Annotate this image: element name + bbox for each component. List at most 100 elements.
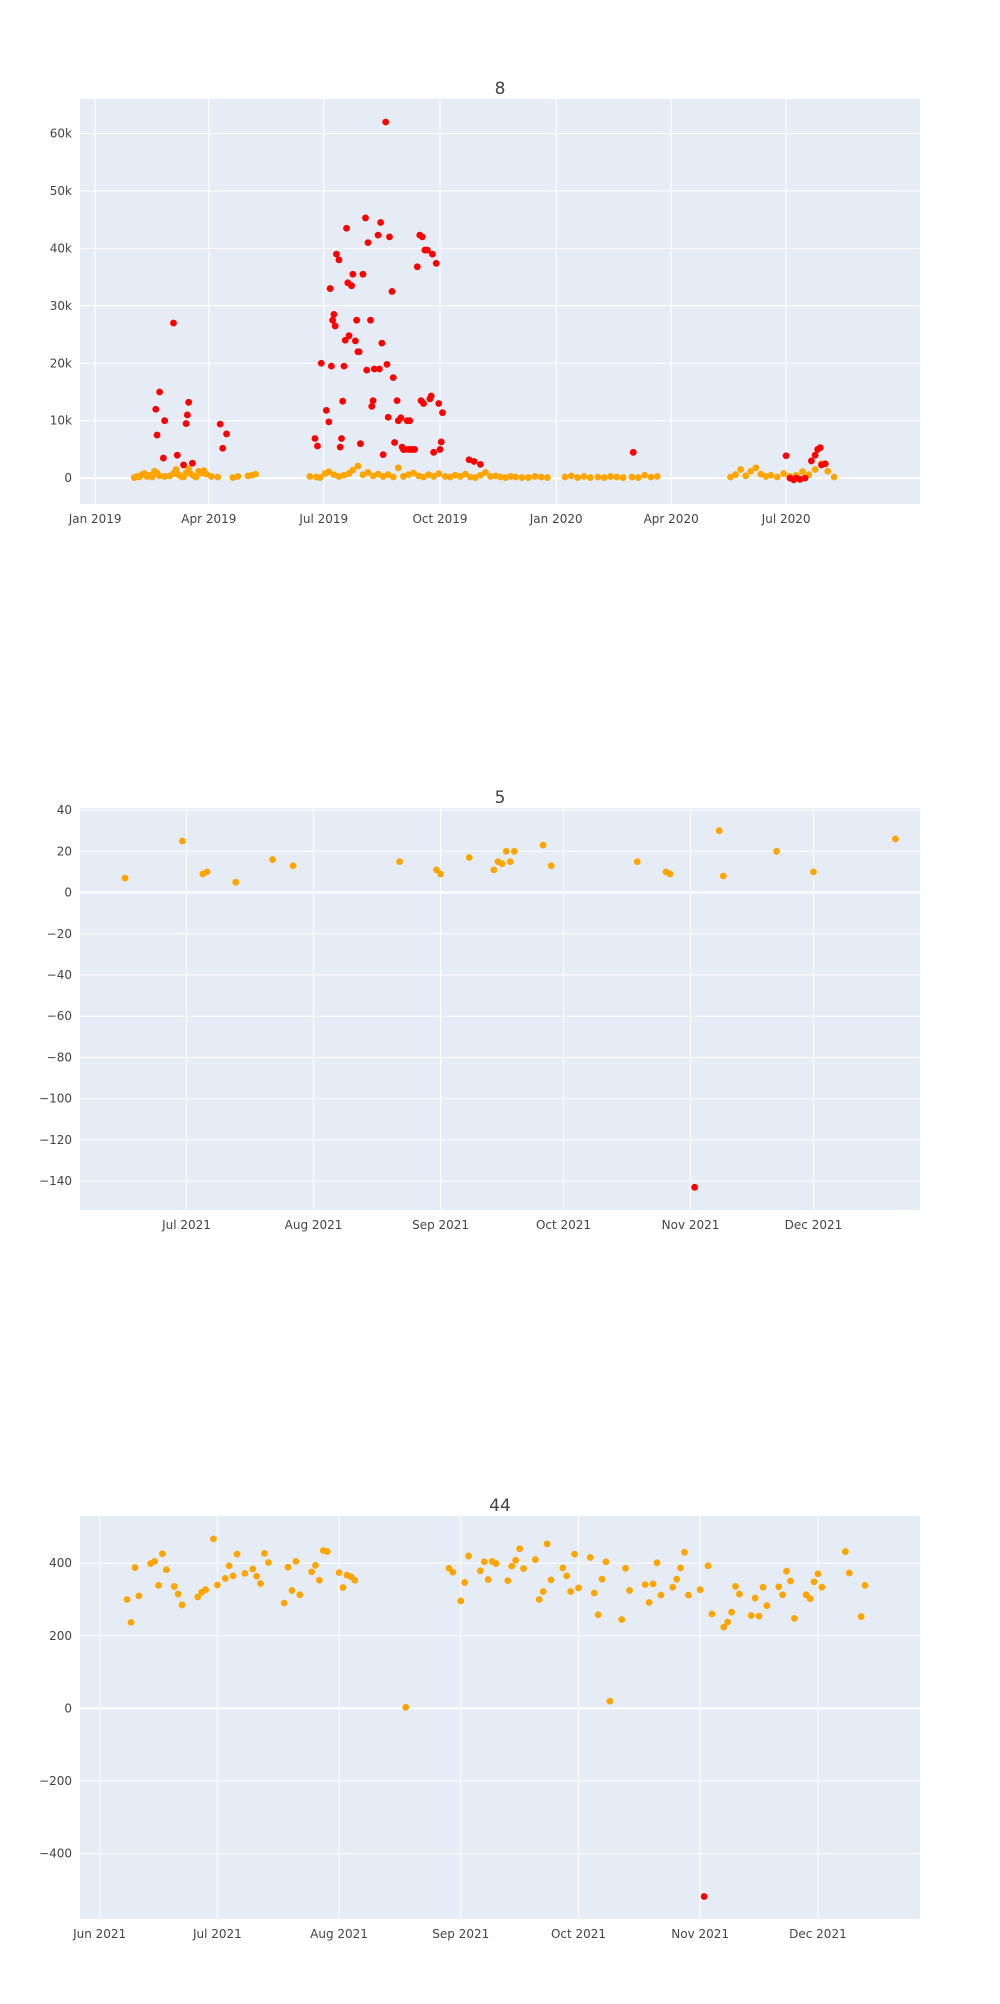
data-point [364, 239, 372, 247]
data-point [561, 473, 569, 481]
data-point [131, 1564, 139, 1571]
data-point [312, 1561, 319, 1569]
data-point [192, 473, 200, 481]
data-point [323, 1548, 331, 1555]
data-point [216, 420, 224, 428]
data-point [280, 1599, 288, 1607]
data-point [325, 418, 333, 426]
data-point [767, 471, 775, 479]
data-point [673, 1575, 681, 1583]
data-point [363, 366, 371, 374]
data-point [747, 1612, 755, 1619]
data-point [343, 224, 350, 232]
data-point [135, 1592, 143, 1600]
y-tick-label: 40 [57, 803, 72, 817]
data-point [535, 1596, 543, 1603]
x-tick-label: Oct 2019 [412, 512, 467, 526]
data-point [531, 473, 539, 480]
x-tick-label: Aug 2021 [310, 1927, 368, 1941]
data-point [810, 868, 817, 876]
data-point [311, 435, 319, 442]
data-point [691, 1183, 699, 1191]
chart-0: 0 10k 20k 30k 40k 50k 60k Jan 2019 Apr 2019 Jul 2… [50, 79, 920, 526]
data-point [724, 1618, 732, 1626]
y-tick-label: −400 [39, 1847, 72, 1861]
data-point [336, 443, 344, 451]
data-point [349, 270, 357, 278]
data-point [736, 1590, 743, 1598]
y-tick-label: −20 [47, 927, 72, 941]
data-point [801, 474, 809, 482]
x-tick-label: Aug 2021 [285, 1218, 343, 1232]
data-point [449, 1568, 457, 1576]
y-tick-label: −80 [47, 1050, 72, 1064]
y-tick-label: 0 [64, 1701, 72, 1715]
data-point [306, 473, 314, 480]
data-point [374, 231, 382, 239]
data-point [418, 233, 426, 241]
data-point [364, 469, 372, 476]
data-point [484, 1576, 492, 1583]
data-point [340, 362, 348, 370]
data-point [728, 1608, 735, 1616]
data-point [757, 470, 765, 478]
y-tick-label: 30k [50, 299, 72, 313]
data-point [818, 1583, 826, 1591]
data-point [465, 854, 473, 861]
data-point [397, 414, 405, 422]
y-tick-label: 60k [50, 126, 72, 140]
data-point [194, 1593, 202, 1601]
data-point [338, 435, 345, 442]
data-point [202, 1586, 210, 1594]
x-tick-label: Dec 2021 [785, 1218, 843, 1232]
data-point [402, 1703, 410, 1711]
data-point [423, 246, 431, 254]
data-point [727, 473, 734, 481]
y-tick-label: 400 [49, 1556, 72, 1570]
data-point [439, 409, 446, 417]
data-point [571, 1550, 578, 1558]
data-point [152, 405, 160, 413]
data-point [249, 1565, 257, 1573]
data-point [780, 470, 787, 477]
data-point [292, 1557, 300, 1565]
data-point [653, 473, 661, 480]
x-tick-label: Nov 2021 [671, 1927, 729, 1941]
chart-2: 400 200 0 −200 −400 Jun 2021 Jul 2021 Aug 2021 S… [39, 1496, 920, 1941]
data-point [432, 259, 440, 267]
x-tick-label: Jan 2019 [68, 512, 122, 526]
series-1 [700, 1893, 708, 1900]
data-point [214, 473, 222, 481]
data-point [185, 398, 193, 406]
data-point [574, 474, 582, 481]
data-point [378, 339, 386, 347]
data-point [759, 1583, 767, 1591]
data-point [433, 866, 440, 874]
data-point [755, 1612, 763, 1620]
data-point [234, 473, 242, 480]
data-point [504, 1577, 512, 1585]
x-tick-label: Oct 2021 [536, 1218, 591, 1232]
y-tick-label: 0 [64, 471, 72, 485]
data-point [354, 462, 362, 470]
data-point [121, 874, 129, 882]
data-point [316, 474, 324, 481]
data-point [773, 847, 780, 855]
data-point [811, 451, 819, 459]
y-tick-label: −200 [39, 1774, 72, 1788]
data-point [437, 870, 444, 878]
data-point [296, 1591, 304, 1599]
data-point [700, 1893, 708, 1900]
data-point [339, 397, 347, 405]
data-point [606, 1697, 614, 1705]
chart-title: 44 [489, 1496, 511, 1516]
data-point [316, 1576, 323, 1584]
data-point [539, 1588, 547, 1595]
data-point [506, 858, 514, 865]
series-0 [130, 460, 838, 481]
data-point [751, 1594, 759, 1602]
data-point [602, 1558, 610, 1566]
data-point [430, 473, 438, 480]
data-point [335, 256, 343, 264]
